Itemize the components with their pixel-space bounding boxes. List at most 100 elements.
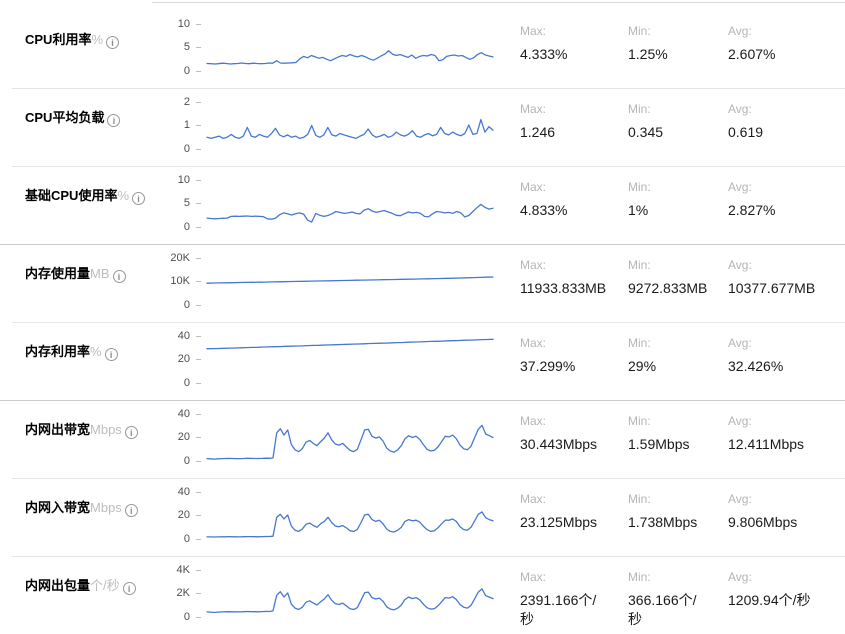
metric-title: 内网入带宽 xyxy=(25,500,91,515)
sparkline-series xyxy=(206,511,494,538)
stat-avg-label: Avg: xyxy=(728,492,752,506)
metric-title: 内网出带宽 xyxy=(25,422,91,437)
stat-avg-label: Avg: xyxy=(728,258,752,272)
info-icon[interactable]: i xyxy=(122,582,136,595)
y-axis-tick: 10 xyxy=(178,18,201,30)
tick-mark xyxy=(196,101,201,103)
y-axis-tick: 1 xyxy=(184,119,201,131)
y-axis-tick-label: 1 xyxy=(183,119,190,131)
info-icon[interactable]: i xyxy=(112,270,126,283)
stat-avg: Avg: 2.827% xyxy=(728,180,845,244)
y-axis-tick-label: 10K xyxy=(170,275,190,287)
sparkline-chart[interactable] xyxy=(205,252,495,322)
stat-max-value: 4.833% xyxy=(520,202,568,218)
y-axis-tick-label: 0 xyxy=(183,65,190,77)
tick-mark xyxy=(196,592,201,594)
metric-stats: Max: 30.443Mbps Min: 1.59Mbps Avg: 12.41… xyxy=(520,400,845,478)
metric-unit: % xyxy=(91,32,104,47)
y-axis-tick: 0 xyxy=(184,611,201,623)
metric-unit: % xyxy=(117,188,130,203)
y-axis-tick: 2 xyxy=(184,96,201,108)
stat-max-label: Max: xyxy=(520,102,547,116)
stat-max: Max: 11933.833MB xyxy=(520,258,628,322)
sparkline-series xyxy=(206,118,494,140)
tick-mark xyxy=(196,460,201,462)
stat-avg: Avg: 1209.94个/秒 xyxy=(728,570,845,634)
stat-max-label: Max: xyxy=(520,258,547,272)
sparkline-series xyxy=(206,276,494,284)
stat-max-value: 23.125Mbps xyxy=(520,514,598,530)
y-axis-tick-label: 0 xyxy=(183,143,190,155)
metric-unit: 个/秒 xyxy=(90,578,120,593)
info-icon[interactable]: i xyxy=(132,192,146,205)
sparkline-chart[interactable] xyxy=(205,564,495,634)
stat-min-label: Min: xyxy=(628,492,651,506)
stat-max-value: 2391.166个/ 秒 xyxy=(520,592,597,627)
y-axis-tick-label: 0 xyxy=(183,377,190,389)
stat-min-value: 1.59Mbps xyxy=(628,436,690,452)
stat-avg-value: 10377.677MB xyxy=(728,280,816,296)
y-axis: 20K 10K 0 xyxy=(160,252,205,322)
y-axis-tick-label: 0 xyxy=(183,611,190,623)
stat-avg-label: Avg: xyxy=(728,570,752,584)
tick-mark xyxy=(196,202,201,204)
metric-stats: Max: 1.246 Min: 0.345 Avg: 0.619 xyxy=(520,88,845,166)
stat-avg-value: 2.607% xyxy=(728,46,776,62)
info-icon[interactable]: i xyxy=(106,36,120,49)
sparkline-series xyxy=(206,203,494,223)
metric-stats: Max: 11933.833MB Min: 9272.833MB Avg: 10… xyxy=(520,244,845,322)
y-axis-tick: 20K xyxy=(170,252,201,264)
stat-min-value: 0.345 xyxy=(628,124,664,140)
sparkline-series xyxy=(206,338,494,350)
metric-unit: MB xyxy=(90,266,110,281)
y-axis-tick: 40 xyxy=(178,486,201,498)
info-icon[interactable]: i xyxy=(124,504,138,517)
stat-min-label: Min: xyxy=(628,24,651,38)
tick-mark xyxy=(196,124,201,126)
stat-avg-value: 12.411Mbps xyxy=(728,436,805,452)
stat-min: Min: 1.738Mbps xyxy=(628,492,728,556)
info-icon[interactable]: i xyxy=(104,348,118,361)
stat-max-label: Max: xyxy=(520,24,547,38)
tick-mark xyxy=(196,569,201,571)
sparkline-svg xyxy=(206,424,494,460)
y-axis-tick: 20 xyxy=(178,431,201,443)
tick-mark xyxy=(196,413,201,415)
y-axis: 2 1 0 xyxy=(160,96,205,166)
metric-label: 内存利用率% i xyxy=(0,322,160,400)
info-icon[interactable]: i xyxy=(107,114,121,127)
sparkline-chart[interactable] xyxy=(205,18,495,88)
stat-max: Max: 4.833% xyxy=(520,180,628,244)
tick-mark xyxy=(196,491,201,493)
stat-avg-value: 32.426% xyxy=(728,358,784,374)
sparkline-chart[interactable] xyxy=(205,408,495,478)
sparkline-chart[interactable] xyxy=(205,330,495,400)
metric-unit: Mbps xyxy=(90,422,122,437)
stat-min-value: 9272.833MB xyxy=(628,280,708,296)
stat-max: Max: 30.443Mbps xyxy=(520,414,628,478)
y-axis-tick-label: 0 xyxy=(183,221,190,233)
sparkline-svg xyxy=(206,511,494,538)
tick-mark xyxy=(196,538,201,540)
y-axis-tick: 0 xyxy=(184,143,201,155)
stat-min: Min: 0.345 xyxy=(628,102,728,166)
y-axis-tick: 0 xyxy=(184,455,201,467)
y-axis-tick-label: 2 xyxy=(183,96,190,108)
stat-max-label: Max: xyxy=(520,180,547,194)
stat-min-value: 1% xyxy=(628,202,649,218)
metric-row: CPU利用率% i 10 5 0 Max: 4.333% Min: 1.25% A… xyxy=(0,10,845,88)
info-icon[interactable]: i xyxy=(124,426,138,439)
y-axis-tick: 20 xyxy=(178,509,201,521)
sparkline-chart[interactable] xyxy=(205,486,495,556)
sparkline-chart[interactable] xyxy=(205,96,495,166)
metric-title: 内网出包量 xyxy=(25,578,91,593)
stat-avg-value: 2.827% xyxy=(728,202,776,218)
y-axis: 40 20 0 xyxy=(160,486,205,556)
stat-avg-label: Avg: xyxy=(728,24,752,38)
stat-max: Max: 37.299% xyxy=(520,336,628,400)
stat-avg-value: 1209.94个/秒 xyxy=(728,592,811,608)
sparkline-chart[interactable] xyxy=(205,174,495,244)
stat-min-label: Min: xyxy=(628,570,651,584)
sparkline-svg xyxy=(206,588,494,614)
